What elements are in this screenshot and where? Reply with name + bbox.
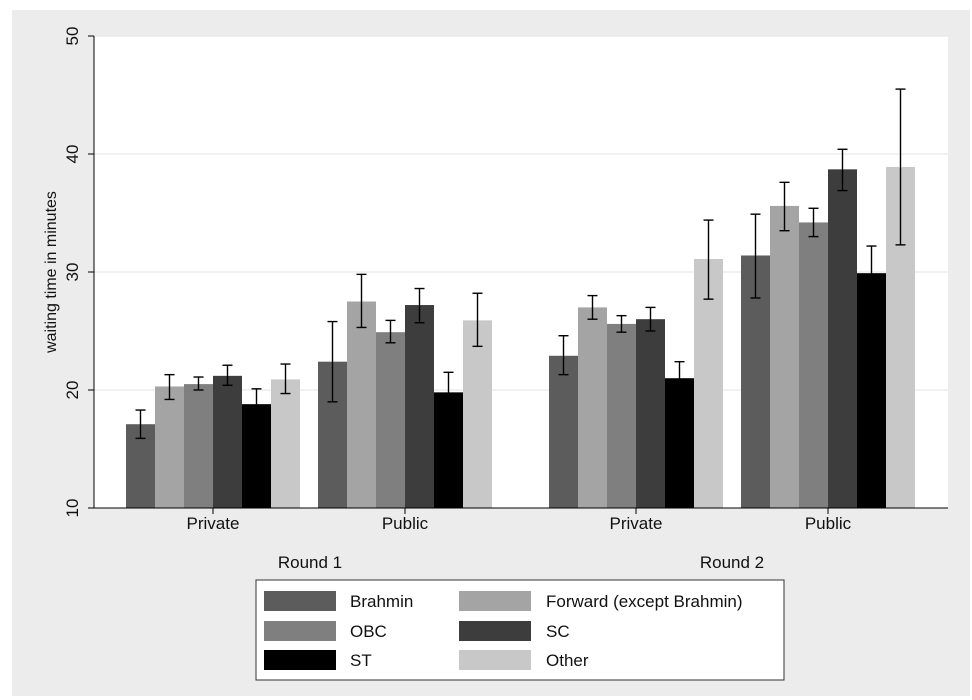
y-tick-label: 30 <box>63 263 82 282</box>
legend: Brahmin Forward (except Brahmin) OBC SC ST Ot… <box>255 579 785 681</box>
bar <box>184 384 213 508</box>
legend-label: SC <box>546 622 570 641</box>
legend-label: ST <box>350 651 372 670</box>
x-tick-label: Private <box>187 514 240 533</box>
bar <box>578 307 607 508</box>
x-tick-label: Public <box>382 514 429 533</box>
round-label: Round 2 <box>700 553 764 572</box>
round-labels: Round 1 Round 2 <box>278 553 764 572</box>
legend-swatch <box>264 591 336 611</box>
bar <box>463 320 492 508</box>
x-tick-label: Public <box>805 514 852 533</box>
y-tick-label: 50 <box>63 27 82 46</box>
x-tick-label: Private <box>610 514 663 533</box>
bar <box>405 305 434 508</box>
legend-swatch <box>264 621 336 641</box>
bar <box>242 404 271 508</box>
bar <box>347 301 376 508</box>
legend-label: Forward (except Brahmin) <box>546 592 743 611</box>
bar <box>857 273 886 508</box>
y-tick-label: 10 <box>63 499 82 518</box>
legend-swatch <box>264 650 336 670</box>
bar <box>799 222 828 508</box>
legend-swatch <box>459 591 531 611</box>
y-tick-label: 20 <box>63 381 82 400</box>
y-tick-label: 40 <box>63 145 82 164</box>
bar <box>155 386 184 508</box>
bar <box>636 319 665 508</box>
error-bars <box>135 88 906 440</box>
legend-label: Other <box>546 651 589 670</box>
bar <box>607 323 636 508</box>
bar <box>271 379 300 508</box>
bar <box>828 169 857 508</box>
y-axis-label: waiting time in minutes <box>43 191 60 354</box>
legend-swatch <box>459 621 531 641</box>
y-ticks: 10 20 30 40 50 <box>63 27 94 518</box>
bar <box>376 332 405 508</box>
bar <box>665 378 694 508</box>
round-label: Round 1 <box>278 553 342 572</box>
bar <box>694 259 723 508</box>
bar <box>549 355 578 508</box>
legend-swatch <box>459 650 531 670</box>
bar <box>770 205 799 509</box>
legend-label: OBC <box>350 622 387 641</box>
legend-label: Brahmin <box>350 592 413 611</box>
bar <box>213 375 242 508</box>
x-tick-labels: Private Public Private Public <box>187 508 852 533</box>
